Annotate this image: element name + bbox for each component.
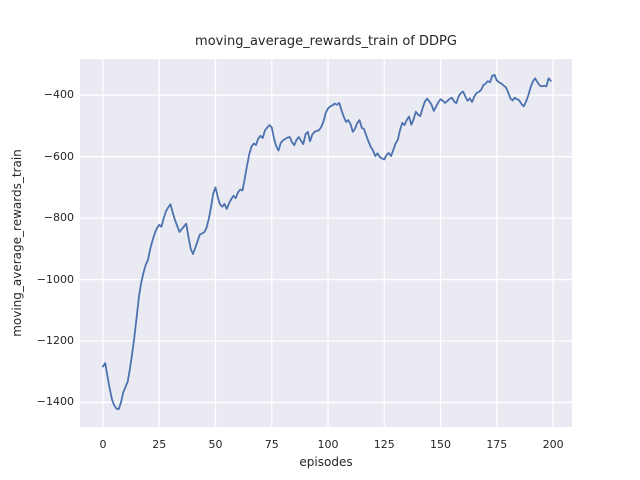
x-tick-label: 150: [430, 438, 452, 451]
chart-title: moving_average_rewards_train of DDPG: [195, 34, 457, 49]
x-axis-label: episodes: [299, 455, 353, 469]
plot-area: [80, 59, 572, 427]
x-tick-label: 175: [486, 438, 508, 451]
x-tick-label: 50: [208, 438, 223, 451]
y-tick-label: −800: [43, 211, 74, 225]
chart-canvas: [80, 59, 572, 427]
x-tick-label: 25: [152, 438, 167, 451]
x-tick-label: 100: [317, 438, 339, 451]
y-tick-label: −600: [43, 149, 74, 163]
y-tick-label: −400: [43, 88, 74, 102]
x-tick-label: 75: [264, 438, 279, 451]
y-tick-label: −1200: [36, 333, 74, 347]
y-tick-label: −1000: [36, 272, 74, 286]
y-tick-label: −1400: [36, 395, 74, 409]
x-tick-label: 200: [542, 438, 564, 451]
data-line: [102, 74, 552, 411]
x-tick-label: 0: [99, 438, 107, 451]
y-axis-label: moving_average_rewards_train: [10, 149, 24, 337]
x-tick-label: 125: [373, 438, 395, 451]
